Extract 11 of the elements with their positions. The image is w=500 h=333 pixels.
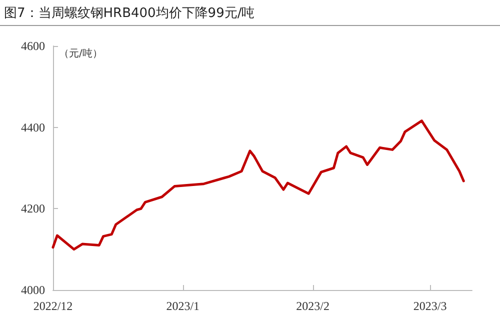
y-axis-title: （元/吨） bbox=[59, 48, 102, 60]
y-tick-label: 4600 bbox=[21, 39, 45, 53]
y-tick-label: 4200 bbox=[21, 202, 45, 216]
chart-title: 图7：当周螺纹钢HRB400均价下降99元/吨 bbox=[4, 5, 255, 22]
y-tick-label: 4000 bbox=[21, 283, 45, 297]
x-tick-label: 2022/12 bbox=[33, 299, 73, 313]
x-tick-label: 2023/3 bbox=[413, 299, 447, 313]
y-tick-label: 4400 bbox=[21, 120, 45, 134]
x-tick-label: 2023/1 bbox=[166, 299, 200, 313]
line-series bbox=[52, 120, 465, 251]
x-tick-label: 2023/2 bbox=[296, 299, 330, 313]
